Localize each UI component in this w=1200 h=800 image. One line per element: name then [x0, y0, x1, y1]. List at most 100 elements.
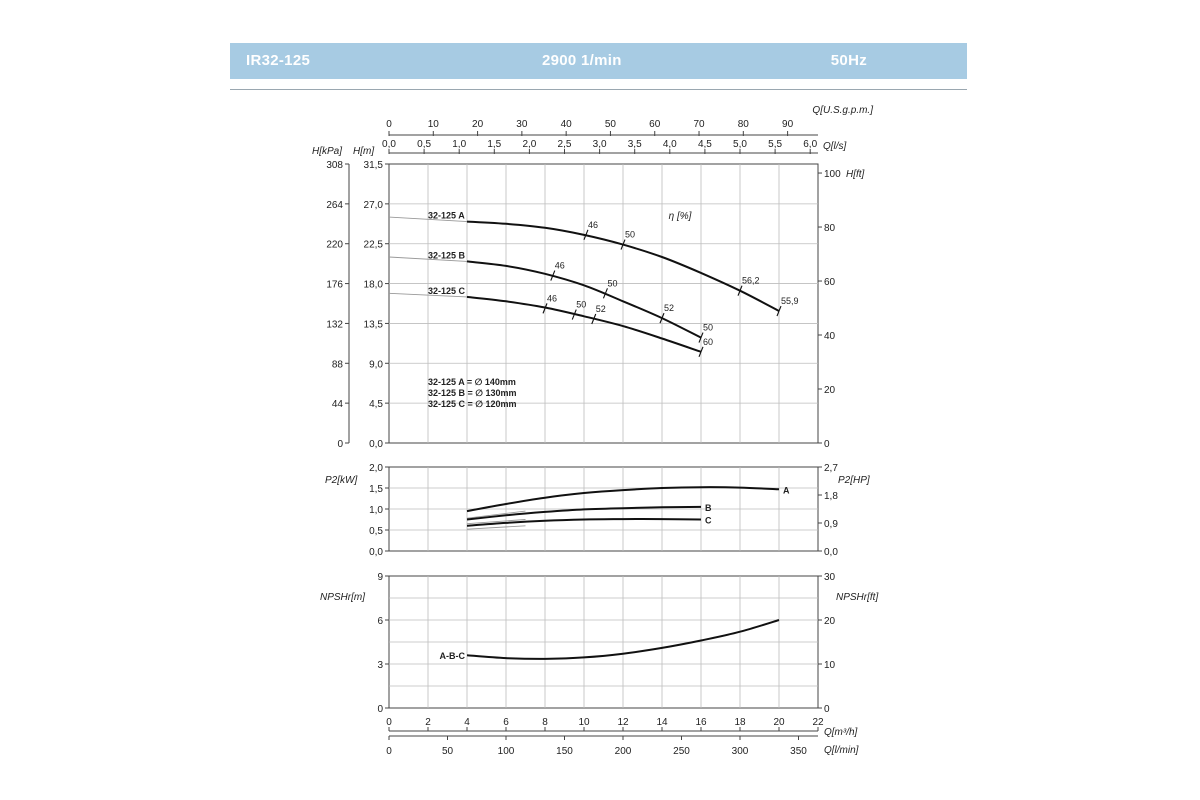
npsh-ft-axis-label: NPSHr[ft]	[836, 592, 878, 603]
npsh-ft-tick-label: 10	[824, 660, 836, 671]
lmin-tick-label: 350	[790, 746, 807, 757]
power-curve-extension	[466, 525, 526, 530]
efficiency-mark-label: 50	[703, 323, 713, 333]
efficiency-mark-label: 50	[576, 300, 586, 310]
usgpm-tick-label: 20	[472, 119, 484, 130]
head-m-tick-label: 18,0	[364, 280, 384, 291]
m3h-tick-label: 12	[617, 717, 629, 728]
ls-tick-label: 1,0	[452, 139, 466, 150]
usgpm-tick-label: 80	[738, 119, 750, 130]
impeller-diameter-legend: 32-125 A = ∅ 140mm	[428, 377, 516, 387]
efficiency-mark-label: 46	[588, 220, 598, 230]
npsh-m-tick-label: 9	[377, 572, 383, 583]
head-m-tick-label: 4,5	[369, 399, 383, 410]
efficiency-mark-label: 46	[547, 293, 557, 303]
power-hp-tick-label: 0,0	[824, 547, 838, 558]
head-ft-axis-label: H[ft]	[846, 169, 865, 180]
power-curve-label: A	[783, 485, 790, 495]
header-divider	[230, 89, 967, 90]
ls-tick-label: 5,5	[768, 139, 782, 150]
head-ft-tick-label: 20	[824, 385, 836, 396]
pump-frequency-title: 50Hz	[830, 52, 867, 69]
npsh-m-tick-label: 6	[377, 616, 383, 627]
ls-tick-label: 4,0	[663, 139, 677, 150]
head-m-tick-label: 27,0	[364, 200, 384, 211]
head-m-tick-label: 31,5	[364, 160, 384, 171]
lmin-tick-label: 100	[498, 746, 515, 757]
usgpm-tick-label: 30	[516, 119, 528, 130]
efficiency-mark	[583, 229, 589, 241]
efficiency-mark-label: 56,2	[742, 276, 760, 286]
head-ft-tick-label: 60	[824, 277, 836, 288]
impeller-diameter-legend: 32-125 B = ∅ 130mm	[428, 388, 517, 398]
m3h-tick-label: 16	[695, 717, 707, 728]
head-kpa-tick-label: 264	[326, 200, 343, 211]
m3h-tick-label: 0	[386, 717, 392, 728]
efficiency-mark	[571, 309, 577, 320]
head-curve-c	[466, 295, 702, 353]
usgpm-tick-label: 10	[428, 119, 440, 130]
usgpm-axis-label: Q[U.S.g.p.m.]	[812, 105, 873, 116]
head-kpa-tick-label: 88	[332, 359, 344, 370]
npsh-m-tick-label: 3	[377, 660, 383, 671]
npsh-ft-tick-label: 30	[824, 572, 836, 583]
power-curve-extension	[466, 519, 526, 525]
m3h-tick-label: 14	[656, 717, 668, 728]
efficiency-mark-label: 50	[607, 278, 617, 288]
efficiency-mark	[698, 346, 704, 357]
lmin-tick-label: 200	[615, 746, 632, 757]
efficiency-mark-label: 46	[555, 261, 565, 271]
efficiency-mark-label: 60	[703, 337, 713, 347]
efficiency-mark	[542, 303, 548, 314]
head-m-tick-label: 22,5	[364, 240, 384, 251]
npsh-m-tick-label: 0	[377, 704, 383, 715]
m3h-tick-label: 8	[542, 717, 548, 728]
head-kpa-tick-label: 44	[332, 399, 344, 410]
head-curve-extension	[388, 256, 468, 262]
power-hp-axis-label: P2[HP]	[838, 475, 870, 486]
m3h-tick-label: 4	[464, 717, 470, 728]
efficiency-mark-label: 52	[664, 303, 674, 313]
head-curve-label: 32-125 C	[428, 286, 466, 296]
npsh-curve-label: A-B-C	[440, 651, 466, 661]
efficiency-mark	[659, 312, 665, 324]
m3h-axis-label: Q[m³/h]	[824, 727, 858, 738]
efficiency-mark	[698, 332, 704, 343]
efficiency-mark	[602, 288, 608, 299]
efficiency-mark	[737, 285, 743, 296]
ls-tick-label: 6,0	[803, 139, 817, 150]
power-curve-a	[466, 486, 780, 513]
lmin-tick-label: 300	[732, 746, 749, 757]
head-ft-tick-label: 100	[824, 169, 841, 180]
head-m-tick-label: 0,0	[369, 439, 383, 450]
usgpm-tick-label: 50	[605, 119, 617, 130]
power-curve-label: B	[705, 503, 712, 513]
power-hp-tick-label: 2,7	[824, 463, 838, 474]
lmin-tick-label: 0	[386, 746, 392, 757]
chart-header-bar: IR32-125 2900 1/min 50Hz	[230, 43, 967, 79]
efficiency-mark	[620, 239, 626, 250]
m3h-tick-label: 2	[425, 717, 431, 728]
efficiency-mark-label: 50	[625, 230, 635, 240]
head-kpa-tick-label: 176	[326, 280, 343, 291]
head-ft-tick-label: 80	[824, 223, 836, 234]
power-kw-tick-label: 1,5	[369, 484, 383, 495]
npsh-curve	[466, 619, 780, 660]
impeller-diameter-legend: 32-125 C = ∅ 120mm	[428, 399, 517, 409]
head-kpa-axis-label: H[kPa]	[312, 146, 342, 157]
efficiency-mark-label: 55,9	[781, 296, 799, 306]
power-curve-label: C	[705, 516, 712, 526]
head-curve-extension	[388, 216, 468, 223]
head-kpa-tick-label: 0	[337, 439, 343, 450]
pump-model-title: IR32-125	[246, 52, 311, 69]
ls-tick-label: 2,0	[522, 139, 536, 150]
m3h-tick-label: 18	[734, 717, 746, 728]
m3h-tick-label: 20	[773, 717, 785, 728]
ls-tick-label: 3,5	[628, 139, 642, 150]
power-kw-tick-label: 2,0	[369, 463, 383, 474]
efficiency-mark	[591, 313, 597, 325]
lmin-tick-label: 250	[673, 746, 690, 757]
head-m-tick-label: 9,0	[369, 359, 383, 370]
ls-axis-label: Q[l/s]	[823, 141, 847, 152]
